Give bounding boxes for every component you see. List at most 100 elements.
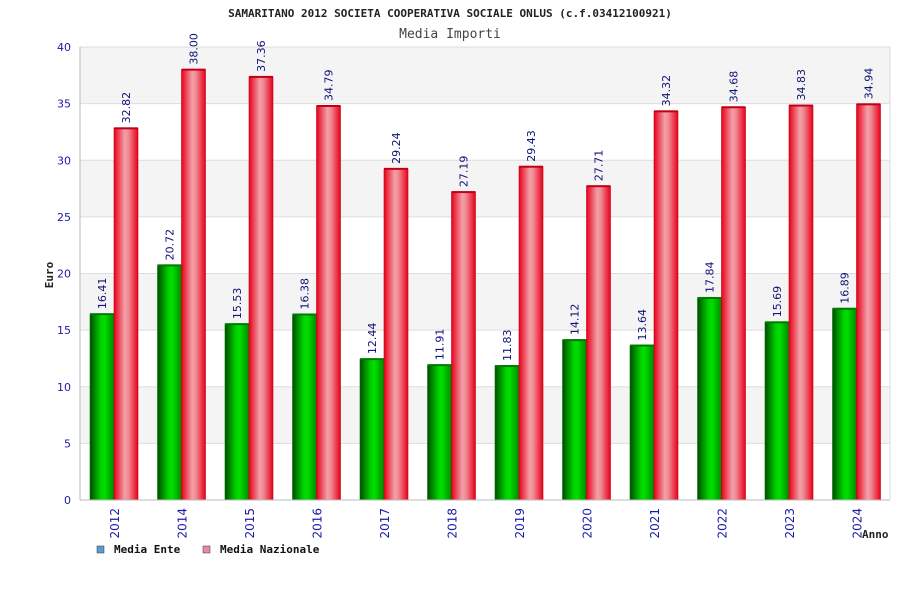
y-tick-label: 35 bbox=[57, 98, 71, 111]
value-label: 17.84 bbox=[704, 261, 717, 293]
y-tick-label: 20 bbox=[57, 268, 71, 281]
value-label: 16.41 bbox=[96, 278, 109, 310]
bar-media-ente bbox=[494, 365, 520, 501]
bar-media-nazionale bbox=[856, 104, 881, 501]
bar-media-nazionale bbox=[518, 166, 544, 501]
y-tick-label: 15 bbox=[57, 324, 71, 337]
value-label: 34.83 bbox=[795, 69, 808, 101]
x-tick-label: 2012 bbox=[108, 508, 122, 539]
bar-cap bbox=[427, 364, 452, 367]
bar-media-ente bbox=[562, 339, 587, 501]
legend-label-media-ente: Media Ente bbox=[114, 543, 181, 556]
bar-cap bbox=[832, 307, 857, 310]
bar-cap bbox=[495, 365, 519, 368]
bar-cap bbox=[856, 103, 881, 106]
value-label: 15.53 bbox=[231, 288, 244, 320]
value-label: 16.89 bbox=[839, 272, 852, 304]
bar-media-ente bbox=[359, 358, 385, 501]
legend: Media Ente Media Nazionale bbox=[96, 543, 320, 556]
plot-background bbox=[80, 47, 890, 500]
plot-band bbox=[80, 47, 890, 104]
bar-media-nazionale bbox=[451, 191, 476, 501]
value-label: 34.32 bbox=[660, 75, 673, 107]
bar-cap bbox=[562, 339, 587, 342]
bar-media-ente bbox=[427, 364, 452, 501]
bar-media-nazionale bbox=[248, 76, 274, 501]
value-label: 34.94 bbox=[863, 68, 876, 100]
x-tick-label: 2016 bbox=[311, 508, 325, 539]
bar-cap bbox=[586, 185, 611, 188]
plot-band bbox=[80, 216, 890, 274]
bar-cap bbox=[721, 106, 746, 109]
plot-band bbox=[80, 386, 890, 444]
bars-group bbox=[89, 68, 881, 501]
bar-cap bbox=[789, 104, 813, 107]
value-label: 34.68 bbox=[728, 71, 741, 103]
chart-subtitle: Media Importi bbox=[399, 27, 501, 42]
bar-cap bbox=[451, 191, 476, 194]
bar-cap bbox=[181, 68, 206, 71]
plot-band bbox=[80, 443, 890, 500]
x-tick-label: 2018 bbox=[446, 508, 460, 539]
bar-media-ente bbox=[224, 323, 250, 501]
bar-media-nazionale bbox=[721, 106, 746, 501]
plot-band bbox=[80, 103, 890, 161]
bar-media-ente bbox=[697, 297, 722, 501]
legend-swatch-media-ente bbox=[96, 545, 105, 554]
bar-cap bbox=[157, 264, 182, 267]
y-tick-label: 30 bbox=[57, 154, 71, 167]
y-tick-label: 0 bbox=[64, 494, 71, 507]
bar-media-ente bbox=[629, 345, 655, 501]
value-label: 27.19 bbox=[458, 156, 471, 188]
value-label: 38.00 bbox=[188, 33, 201, 65]
value-labels-group: 16.41 32.82 20.72 38.00 15.53 37.36 16.38 34.79… bbox=[96, 33, 876, 361]
bar-media-nazionale bbox=[383, 168, 409, 501]
value-label: 29.24 bbox=[390, 132, 403, 164]
y-tick-label: 25 bbox=[57, 211, 71, 224]
x-tick-label: 2023 bbox=[783, 508, 797, 539]
bar-media-nazionale bbox=[316, 105, 341, 501]
value-label: 11.91 bbox=[434, 329, 447, 361]
plot-band bbox=[80, 160, 890, 217]
bar-cap bbox=[114, 127, 138, 130]
bar-cap bbox=[384, 167, 408, 170]
bar-cap bbox=[90, 313, 114, 316]
bar-media-ente bbox=[157, 265, 182, 501]
plot-band bbox=[80, 330, 890, 387]
bar-media-ente bbox=[764, 322, 790, 501]
x-tick-label: 2019 bbox=[513, 508, 527, 539]
chart-title: SAMARITANO 2012 SOCIETA COOPERATIVA SOCI… bbox=[228, 7, 672, 20]
value-label: 29.43 bbox=[525, 130, 538, 162]
legend-label-media-nazionale: Media Nazionale bbox=[220, 543, 320, 556]
bar-media-nazionale bbox=[788, 105, 814, 501]
bar-cap bbox=[225, 323, 249, 326]
bar-cap bbox=[630, 344, 654, 347]
y-axis-label: Euro bbox=[43, 261, 56, 288]
value-label: 16.38 bbox=[299, 278, 312, 310]
value-label: 12.44 bbox=[366, 323, 379, 355]
bar-cap bbox=[765, 321, 789, 324]
bar-cap bbox=[360, 358, 384, 361]
x-tick-label: 2015 bbox=[243, 508, 257, 539]
bar-media-ente bbox=[292, 314, 317, 501]
y-tick-labels: 0 5 10 15 20 25 30 35 40 bbox=[57, 41, 71, 507]
bar-media-nazionale bbox=[181, 69, 206, 501]
x-tick-label: 2022 bbox=[716, 508, 730, 539]
bar-cap bbox=[249, 75, 273, 78]
value-label: 13.64 bbox=[636, 309, 649, 341]
bar-cap bbox=[292, 313, 317, 316]
bar-cap bbox=[654, 110, 678, 113]
bar-media-nazionale bbox=[586, 185, 611, 501]
y-tick-label: 40 bbox=[57, 41, 71, 54]
value-label: 37.36 bbox=[255, 40, 268, 72]
bar-cap bbox=[519, 165, 543, 168]
bar-media-nazionale bbox=[113, 128, 139, 501]
bar-cap bbox=[316, 105, 341, 108]
x-axis-label: Anno bbox=[862, 528, 889, 541]
x-tick-label: 2024 bbox=[851, 508, 865, 539]
value-label: 20.72 bbox=[164, 229, 177, 261]
x-tick-label: 2021 bbox=[648, 508, 662, 539]
value-label: 15.69 bbox=[771, 286, 784, 318]
y-tick-label: 5 bbox=[64, 437, 71, 450]
